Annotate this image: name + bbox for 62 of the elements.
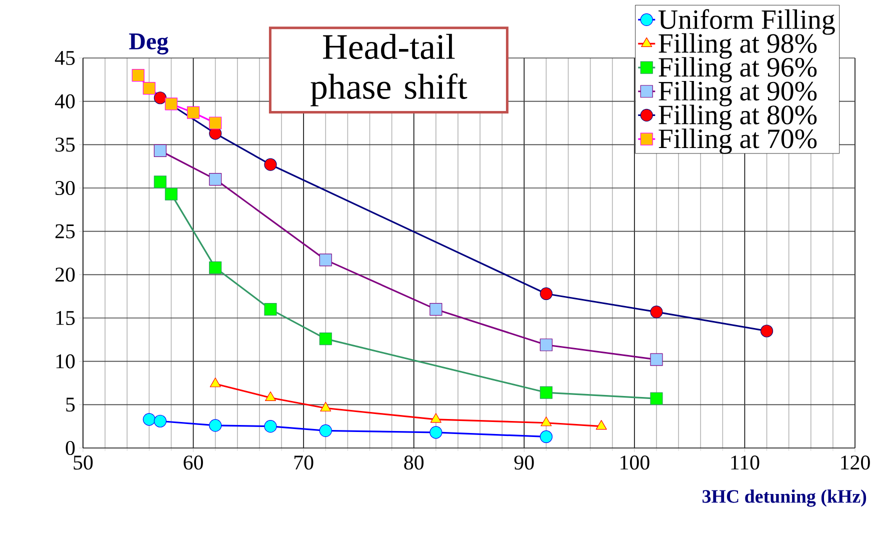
point: [154, 144, 166, 158]
y-tick-label: 35: [56, 138, 75, 152]
point: [142, 413, 156, 426]
point: [154, 414, 166, 428]
point: [540, 416, 552, 426]
point: [142, 82, 156, 95]
y-tick-label: 20: [55, 268, 75, 282]
legend-label: Filling at 80%: [658, 104, 817, 130]
y-tick-label: 0: [66, 440, 75, 456]
point: [540, 287, 553, 300]
y-tick-label: 15: [56, 310, 75, 326]
chart-title: Head-tail phase shift: [310, 34, 468, 106]
y-tick-label: 45: [54, 51, 75, 65]
x-tick-label: 110: [731, 456, 760, 470]
point: [540, 386, 553, 399]
point: [164, 98, 178, 110]
y-tick-label: 5: [66, 398, 75, 412]
point: [210, 378, 221, 388]
point: [154, 176, 166, 188]
y-tick-label: 40: [54, 94, 75, 108]
point: [650, 306, 663, 318]
point: [319, 332, 332, 346]
point: [540, 430, 553, 444]
point: [154, 92, 166, 104]
legend-label: Filling at 96%: [658, 57, 817, 82]
point: [760, 324, 774, 338]
point: [132, 69, 144, 82]
y-tick-label: 25: [55, 224, 75, 238]
point: [264, 420, 277, 433]
point: [164, 188, 178, 200]
point: [430, 426, 442, 439]
y-tick-label: 30: [56, 180, 75, 196]
point: [319, 254, 332, 266]
y-axis-title: Deg: [129, 34, 168, 54]
x-tick-label: 60: [184, 456, 203, 470]
point: [264, 158, 277, 171]
point: [209, 116, 222, 130]
point: [430, 413, 442, 423]
point: [596, 420, 607, 430]
x-tick-label: 120: [841, 456, 870, 470]
point: [209, 419, 222, 432]
legend-label: Filling at 98%: [658, 33, 817, 59]
x-tick-label: 70: [294, 456, 314, 470]
y-tick-label: 10: [56, 354, 75, 368]
point: [264, 391, 276, 402]
point: [264, 303, 277, 316]
point: [209, 173, 222, 186]
point: [320, 402, 332, 412]
point: [650, 392, 663, 405]
x-tick-label: 100: [620, 456, 650, 470]
x-tick-label: 80: [404, 456, 424, 470]
point: [430, 303, 442, 316]
x-tick-label: 50: [74, 456, 93, 470]
x-axis-title: 3HC detuning (kHz): [702, 490, 866, 507]
legend-label: Filling at 70%: [658, 128, 817, 154]
point: [319, 424, 332, 437]
point: [650, 353, 663, 366]
x-tick-label: 90: [514, 456, 534, 470]
point: [540, 338, 553, 352]
legend-label: Filling at 90%: [658, 80, 817, 106]
point: [209, 261, 222, 274]
point: [186, 106, 200, 119]
